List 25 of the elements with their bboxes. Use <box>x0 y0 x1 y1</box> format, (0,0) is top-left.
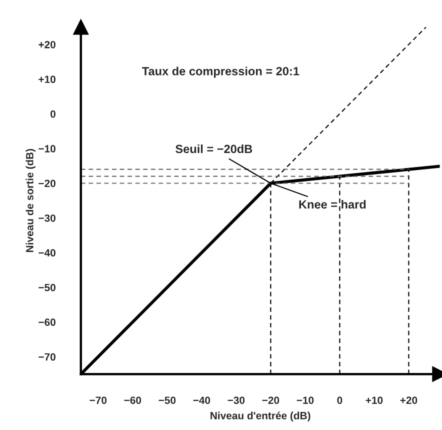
y-tick-label: 0 <box>50 110 56 118</box>
y-tick-label: −40 <box>38 249 56 257</box>
x-tick-label: −20 <box>262 396 280 404</box>
x-tick-label: −50 <box>158 396 176 404</box>
y-tick-label: −20 <box>38 180 56 188</box>
y-tick-label: −60 <box>38 318 56 326</box>
x-tick-label: −30 <box>228 396 245 404</box>
x-tick-label: 0 <box>337 396 342 404</box>
x-tick-label: −70 <box>90 396 107 404</box>
y-tick-label: −30 <box>38 214 56 222</box>
x-tick-label: +20 <box>400 396 418 404</box>
x-tick-label: −40 <box>193 396 210 404</box>
annotation: Knee = hard <box>299 200 366 209</box>
y-tick-label: +10 <box>38 76 56 84</box>
x-tick-label: +10 <box>366 396 383 404</box>
y-tick-label: +20 <box>38 40 56 48</box>
y-axis-title: Niveau de sortie (dB) <box>26 149 36 252</box>
annotation: Seuil = −20dB <box>176 144 252 154</box>
annotation: Taux de compression = 20:1 <box>142 66 300 78</box>
x-tick-label: −60 <box>124 396 142 404</box>
x-tick-label: −10 <box>296 396 314 404</box>
y-tick-label: −10 <box>38 145 56 152</box>
y-tick-label: −70 <box>38 353 56 361</box>
x-axis-title: Niveau d'entrée (dB) <box>210 412 310 422</box>
y-tick-label: −50 <box>38 284 56 292</box>
